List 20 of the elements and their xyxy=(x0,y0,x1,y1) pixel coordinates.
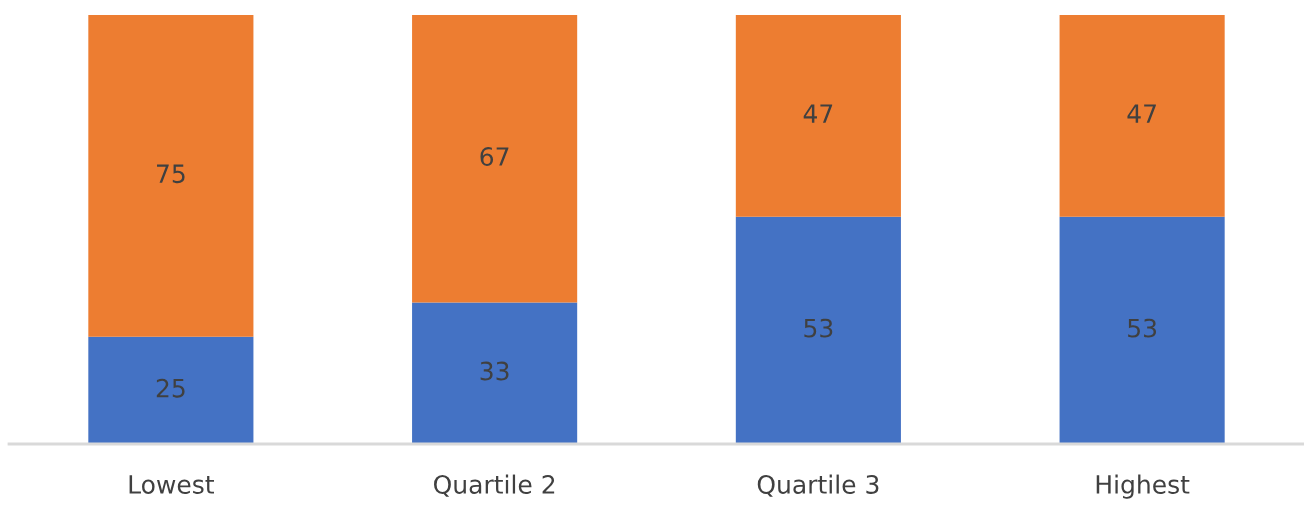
data-label: 53 xyxy=(804,318,833,338)
bar xyxy=(1059,15,1225,217)
data-label: 47 xyxy=(803,104,833,123)
data-label: 67 xyxy=(480,147,509,166)
x-tick-label: Lowest xyxy=(129,475,214,494)
data-label: 25 xyxy=(156,378,185,398)
data-label: 33 xyxy=(480,361,509,381)
x-tick-label: Quartile 2 xyxy=(434,474,555,497)
x-tick-label: Highest xyxy=(1096,474,1190,499)
data-label: 53 xyxy=(1128,318,1157,338)
bar xyxy=(88,336,254,444)
bar xyxy=(735,15,901,217)
bar xyxy=(412,302,578,444)
bar xyxy=(88,15,254,337)
x-tick-label: Quartile 3 xyxy=(757,474,879,497)
bar xyxy=(735,216,901,444)
data-label: 75 xyxy=(157,164,185,184)
bar xyxy=(1059,216,1225,444)
data-label: 47 xyxy=(1127,104,1156,123)
bar xyxy=(412,15,578,303)
